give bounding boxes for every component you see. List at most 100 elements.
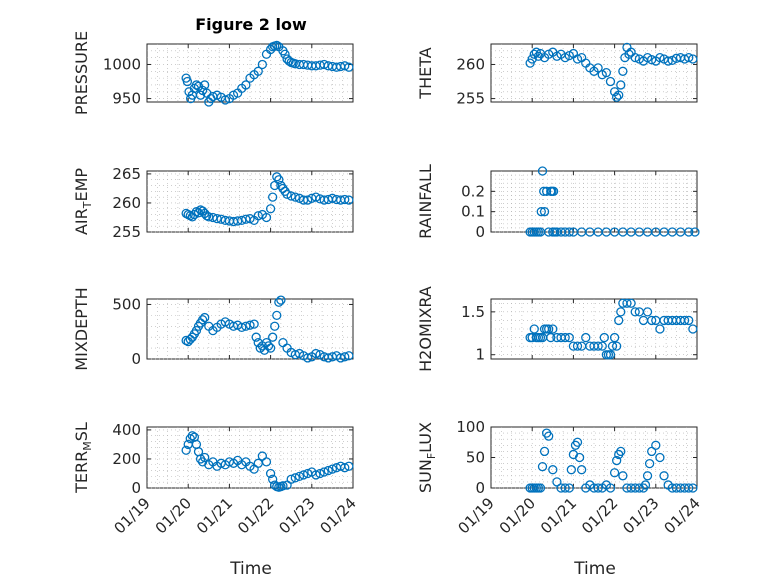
x-tick-label: 01/19 xyxy=(111,494,154,537)
data-point xyxy=(593,341,603,351)
subplot-terr_msl: 0 200 400 TERRMSL 01/1901/2001/2101/2201/230… xyxy=(72,421,360,537)
data-point xyxy=(601,68,612,78)
data-point xyxy=(544,431,554,441)
data-point xyxy=(614,315,624,326)
data-point xyxy=(605,350,616,360)
data-point xyxy=(544,324,554,334)
data-point xyxy=(311,348,321,359)
data-point xyxy=(618,66,628,76)
data-point xyxy=(647,55,657,65)
x-axis-label-right: Time xyxy=(573,559,616,579)
data-point xyxy=(642,471,653,481)
data-point xyxy=(684,52,694,63)
data-point xyxy=(609,332,620,343)
data-point xyxy=(253,66,263,76)
data-point xyxy=(688,483,698,493)
data-point xyxy=(684,227,694,237)
data-point xyxy=(597,341,607,351)
data-point xyxy=(614,90,624,100)
y-axis-label: PRESSURE xyxy=(72,31,91,115)
data-point xyxy=(257,59,268,70)
y-axis-label: THETA xyxy=(416,47,435,99)
y-tick-label: 1 xyxy=(475,346,485,364)
data-point xyxy=(286,474,296,484)
data-point xyxy=(193,208,204,218)
data-point xyxy=(572,54,583,64)
subplot-mixdepth: 0 500 MIXDEPTH xyxy=(72,287,354,371)
data-point xyxy=(344,62,354,72)
data-point xyxy=(616,307,626,317)
x-tick-label: 01/19 xyxy=(455,494,498,537)
data-point xyxy=(548,324,558,334)
data-point xyxy=(576,465,587,475)
y-tick-label: 0 xyxy=(131,479,141,497)
data-point xyxy=(261,457,272,467)
y-tick-label: 500 xyxy=(112,295,141,313)
plot-area xyxy=(490,426,698,489)
y-tick-label: 255 xyxy=(112,223,141,241)
data-point xyxy=(185,433,195,444)
data-point xyxy=(527,54,537,64)
data-point xyxy=(344,351,354,361)
data-point xyxy=(655,452,665,463)
data-point xyxy=(245,320,255,330)
data-point xyxy=(187,431,197,441)
data-point xyxy=(529,324,539,334)
data-point xyxy=(566,465,576,475)
data-point xyxy=(612,92,622,102)
data-point xyxy=(581,332,591,343)
data-point xyxy=(548,465,558,475)
data-point xyxy=(241,80,251,90)
y-axis-label: RAINFALL xyxy=(416,164,435,239)
data-point xyxy=(536,207,546,217)
plot-area xyxy=(490,298,698,360)
subplot-sun_flux: 0 50 100 SUNFLUX 01/1901/2001/2101/2201/2301… xyxy=(416,418,704,537)
data-point xyxy=(327,464,338,474)
data-point xyxy=(609,468,620,478)
y-tick-label: 255 xyxy=(456,90,485,108)
data-point xyxy=(195,90,206,100)
y-tick-label: 0 xyxy=(131,350,141,368)
data-point xyxy=(335,353,346,363)
data-point xyxy=(630,52,640,63)
y-tick-label: 0 xyxy=(475,223,485,241)
data-point xyxy=(651,440,661,450)
x-tick-label: 01/21 xyxy=(193,494,236,537)
data-point xyxy=(574,452,585,463)
data-point xyxy=(535,483,546,493)
y-tick-label: 50 xyxy=(466,449,485,467)
data-point xyxy=(200,312,210,323)
data-point xyxy=(323,353,333,363)
data-point xyxy=(642,307,653,317)
data-point xyxy=(607,341,618,351)
x-tick-label: 01/23 xyxy=(619,494,662,537)
y-tick-label: 0.2 xyxy=(461,182,485,200)
data-point xyxy=(593,483,603,493)
x-tick-label: 01/20 xyxy=(496,494,539,537)
figure-title: Figure 2 low xyxy=(195,15,307,34)
data-point xyxy=(319,59,329,70)
data-point xyxy=(564,332,574,343)
data-point xyxy=(605,483,616,493)
data-point xyxy=(533,51,544,61)
y-tick-label: 100 xyxy=(456,418,485,436)
subplot-air_temp: 255 260 265 AIRTEMP xyxy=(72,165,354,241)
data-point xyxy=(605,76,616,87)
data-point xyxy=(286,191,296,201)
data-point xyxy=(249,319,259,329)
x-tick-label: 01/23 xyxy=(275,494,318,537)
data-point xyxy=(189,209,200,220)
x-tick-label: 01/20 xyxy=(152,494,195,537)
data-point xyxy=(560,483,570,493)
y-tick-label: 400 xyxy=(112,421,141,439)
data-point xyxy=(182,76,193,87)
data-point xyxy=(268,474,278,484)
data-point xyxy=(280,186,290,196)
data-point xyxy=(612,455,622,466)
data-point xyxy=(572,437,583,447)
data-point xyxy=(616,446,626,457)
data-point xyxy=(265,343,276,353)
data-point xyxy=(241,321,251,331)
